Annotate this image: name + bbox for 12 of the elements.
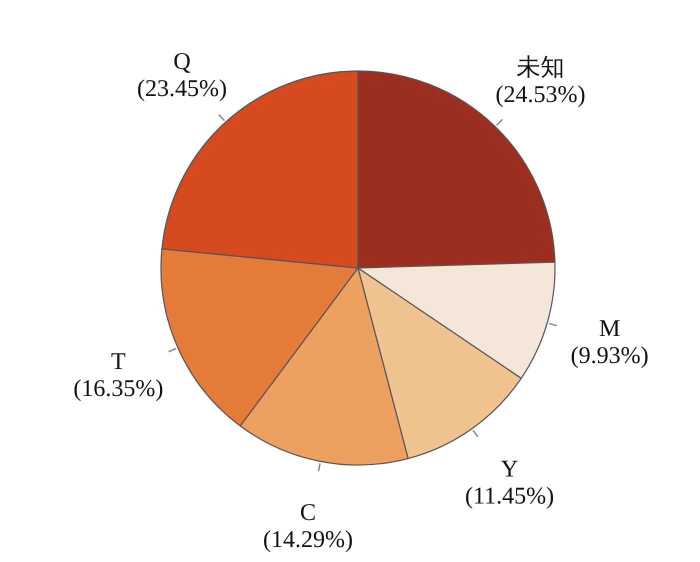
slice-label: Q bbox=[173, 48, 191, 75]
data-label: (9.93%) bbox=[570, 343, 649, 370]
data-label: (11.45%) bbox=[464, 484, 554, 510]
data-label: (23.45%) bbox=[136, 76, 227, 102]
slice-label: T bbox=[111, 348, 126, 375]
slice-label: M bbox=[598, 316, 620, 342]
data-label: (24.53%) bbox=[496, 82, 586, 108]
data-label: (16.35%) bbox=[73, 376, 164, 402]
data-label: (14.29%) bbox=[263, 527, 354, 554]
slice-label: 未知 bbox=[516, 55, 565, 82]
slice-label: C bbox=[300, 500, 316, 526]
slice-label: Y bbox=[500, 456, 518, 483]
